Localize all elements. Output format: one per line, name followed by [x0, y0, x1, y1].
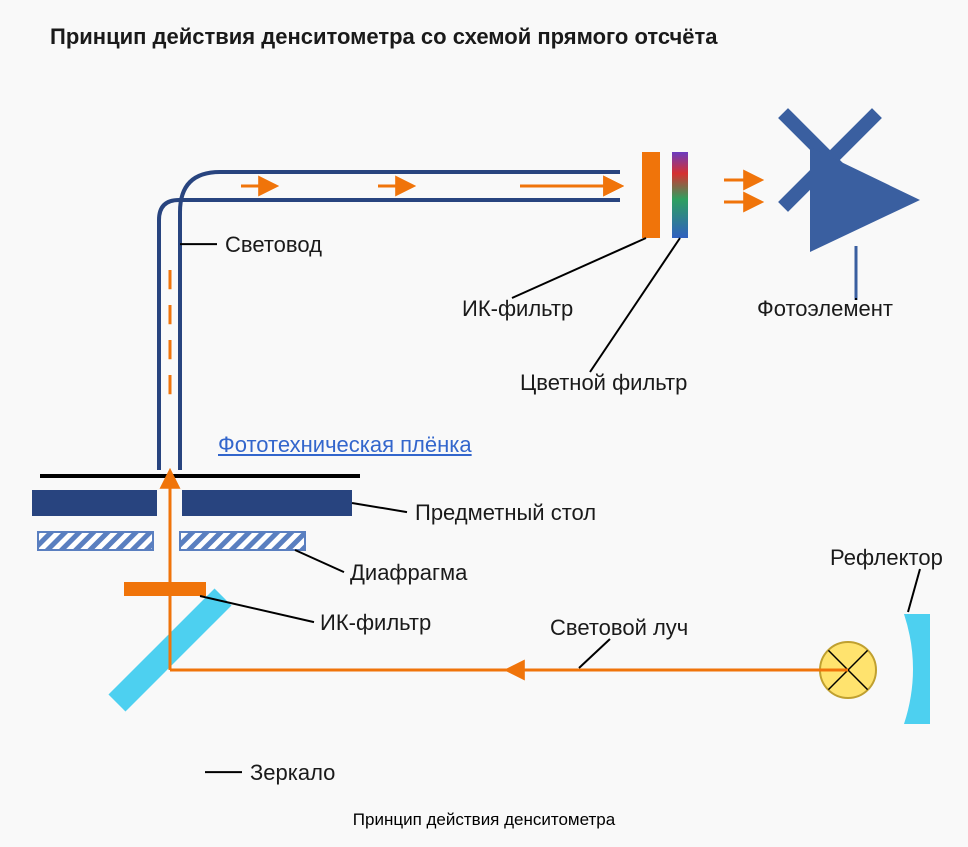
label-lightbeam: Световой луч: [550, 615, 688, 641]
label-reflector: Рефлектор: [830, 545, 943, 571]
diagram-svg: [0, 0, 968, 847]
label-colorfilter: Цветной фильтр: [520, 370, 687, 396]
label-ikfilter-bottom: ИК-фильтр: [320, 610, 431, 636]
diagram-caption: Принцип действия денситометра: [0, 810, 968, 830]
label-lightguide: Световод: [225, 232, 322, 258]
label-photoelement: Фотоэлемент: [757, 296, 893, 322]
diagram-stage: Принцип действия денситометра со схемой …: [0, 0, 968, 847]
diagram-title: Принцип действия денситометра со схемой …: [50, 24, 718, 50]
label-stage-table: Предметный стол: [415, 500, 596, 526]
label-mirror: Зеркало: [250, 760, 335, 786]
label-film-link[interactable]: Фототехническая плёнка: [218, 432, 472, 458]
label-diaphragm: Диафрагма: [350, 560, 467, 586]
label-ikfilter-top: ИК-фильтр: [462, 296, 573, 322]
